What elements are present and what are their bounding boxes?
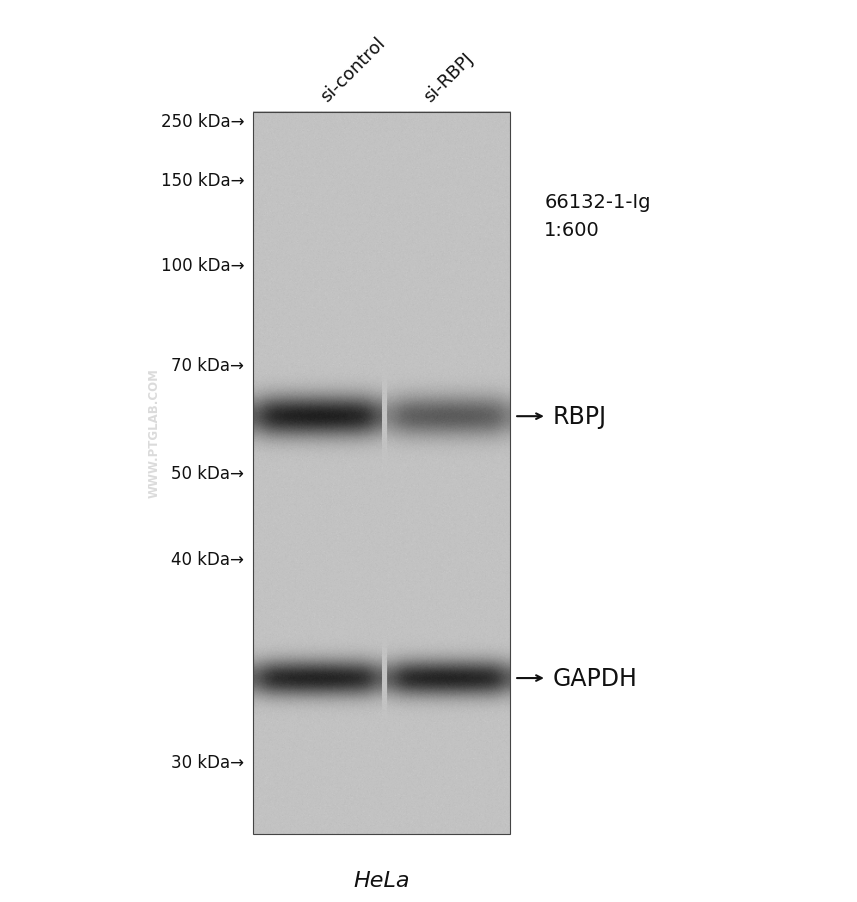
Bar bbox=[253, 113, 510, 834]
Text: 40 kDa→: 40 kDa→ bbox=[171, 550, 244, 568]
Text: 66132-1-Ig
1:600: 66132-1-Ig 1:600 bbox=[544, 193, 650, 240]
Text: GAPDH: GAPDH bbox=[553, 667, 638, 690]
Text: si-RBPJ: si-RBPJ bbox=[420, 49, 476, 106]
Text: 50 kDa→: 50 kDa→ bbox=[171, 465, 244, 483]
Text: 70 kDa→: 70 kDa→ bbox=[171, 356, 244, 374]
Text: WWW.PTGLAB.COM: WWW.PTGLAB.COM bbox=[147, 368, 161, 498]
Text: 30 kDa→: 30 kDa→ bbox=[171, 753, 244, 771]
Text: 250 kDa→: 250 kDa→ bbox=[161, 113, 244, 131]
Text: HeLa: HeLa bbox=[353, 870, 410, 890]
Text: 100 kDa→: 100 kDa→ bbox=[161, 257, 244, 275]
Text: si-control: si-control bbox=[317, 34, 389, 106]
Text: 150 kDa→: 150 kDa→ bbox=[161, 171, 244, 189]
Text: RBPJ: RBPJ bbox=[553, 405, 607, 428]
